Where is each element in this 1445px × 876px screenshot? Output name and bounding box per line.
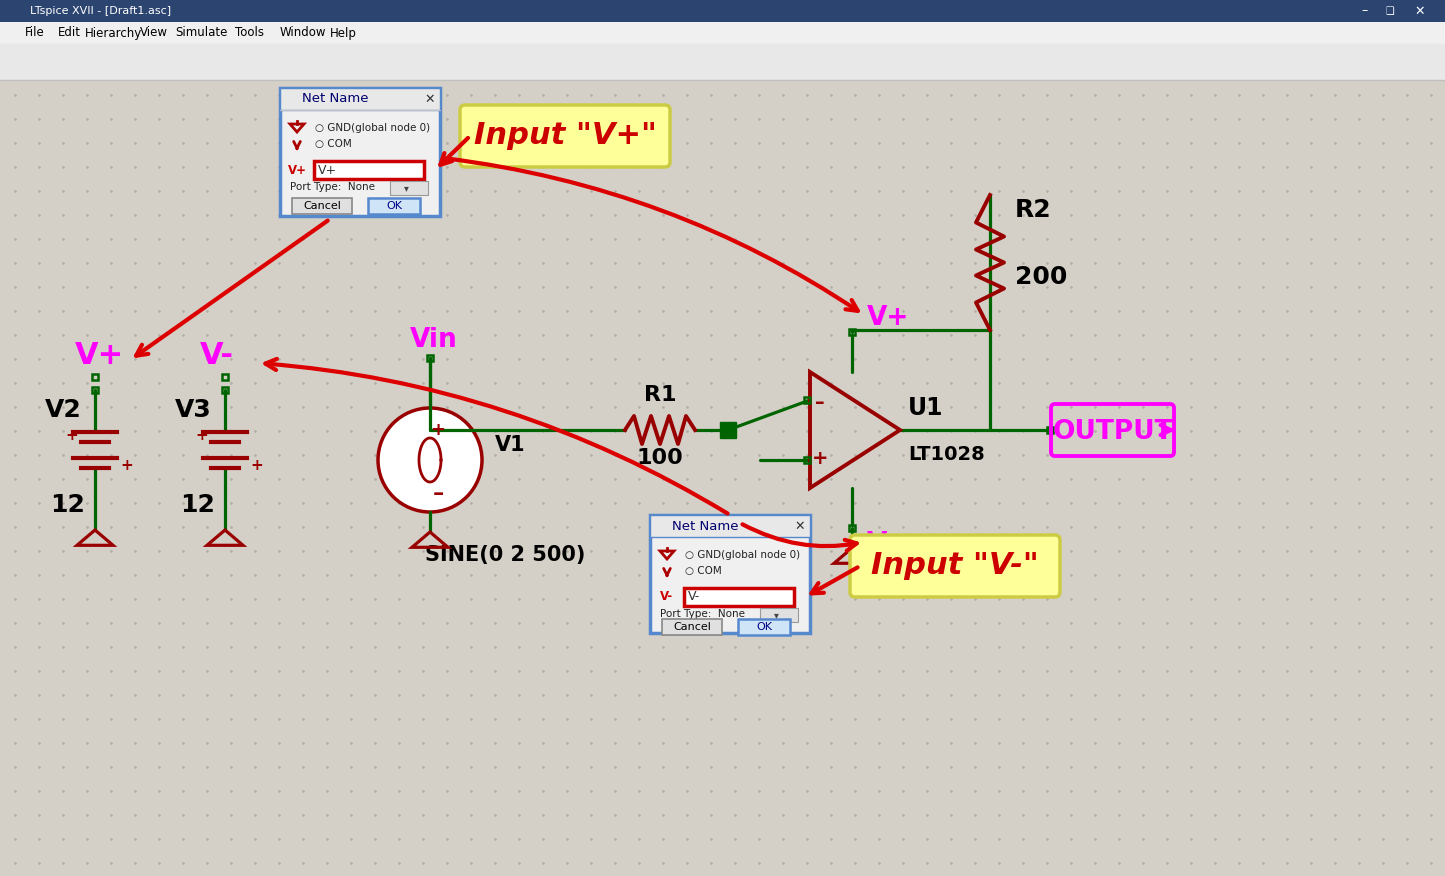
Text: Port Type:  None: Port Type: None: [660, 609, 746, 619]
Bar: [662, 619, 722, 635]
Bar: [428, 355, 434, 361]
FancyBboxPatch shape: [460, 105, 670, 167]
Bar: [683, 588, 793, 606]
Bar: [280, 88, 439, 110]
Bar: [0, 0, 1445, 22]
Bar: [738, 619, 790, 635]
Text: ✕: ✕: [425, 93, 435, 105]
Text: ○ GND(global node 0): ○ GND(global node 0): [685, 550, 801, 560]
Text: V+: V+: [75, 341, 124, 370]
Text: V-: V-: [199, 341, 234, 370]
Text: Help: Help: [329, 26, 357, 39]
Text: LT1028: LT1028: [907, 446, 984, 464]
Text: 12: 12: [51, 493, 85, 517]
Text: Cancel: Cancel: [303, 201, 341, 211]
Text: V+: V+: [318, 164, 337, 176]
Text: ○ GND(global node 0): ○ GND(global node 0): [315, 123, 431, 133]
Text: Cancel: Cancel: [673, 622, 711, 632]
Text: V+: V+: [867, 305, 909, 331]
Text: ✕: ✕: [795, 519, 805, 533]
Bar: [0, 22, 1445, 44]
Bar: [1048, 427, 1053, 433]
Text: U1: U1: [907, 396, 944, 420]
Text: +: +: [120, 457, 133, 472]
Text: ▾: ▾: [403, 183, 409, 193]
Text: OK: OK: [756, 622, 772, 632]
Bar: [650, 515, 811, 537]
Bar: [650, 515, 811, 633]
Bar: [850, 525, 855, 531]
Text: V-: V-: [660, 590, 673, 604]
Text: Edit: Edit: [58, 26, 81, 39]
Text: Input "V+": Input "V+": [474, 122, 656, 151]
Bar: [223, 387, 228, 393]
Text: Net Name: Net Name: [302, 93, 368, 105]
Bar: [292, 198, 353, 214]
Bar: [850, 329, 855, 335]
Bar: [803, 457, 811, 463]
Text: +: +: [812, 449, 828, 468]
Text: ❑: ❑: [1386, 6, 1394, 16]
FancyBboxPatch shape: [850, 535, 1061, 597]
Text: Window: Window: [280, 26, 327, 39]
Bar: [368, 198, 420, 214]
Text: 100: 100: [637, 448, 683, 468]
Text: R2: R2: [1014, 198, 1052, 222]
Text: –: –: [432, 484, 444, 504]
Text: Vin: Vin: [410, 327, 458, 353]
Text: +: +: [65, 427, 78, 442]
Text: LTspice XVII - [Draft1.asc]: LTspice XVII - [Draft1.asc]: [30, 6, 171, 16]
Bar: [390, 181, 428, 195]
Text: V+: V+: [288, 164, 306, 176]
Bar: [280, 88, 439, 216]
Text: R1: R1: [644, 385, 676, 405]
Text: +: +: [195, 427, 208, 442]
Text: OUTPUT: OUTPUT: [1053, 419, 1173, 445]
Text: SINE(0 2 500): SINE(0 2 500): [425, 545, 585, 565]
Text: ▾: ▾: [773, 610, 779, 620]
Text: +: +: [250, 457, 263, 472]
Text: ○ COM: ○ COM: [685, 566, 721, 576]
Text: V-: V-: [688, 590, 701, 604]
Text: Input "V-": Input "V-": [871, 552, 1039, 581]
Text: ✕: ✕: [1415, 4, 1425, 18]
Bar: [314, 161, 423, 179]
Bar: [92, 387, 98, 393]
Text: V3: V3: [175, 398, 212, 422]
Text: +: +: [431, 421, 445, 439]
Text: Tools: Tools: [236, 26, 264, 39]
Text: –: –: [815, 392, 825, 412]
Text: V2: V2: [45, 398, 82, 422]
Text: Simulate: Simulate: [175, 26, 227, 39]
Text: Port Type:  None: Port Type: None: [290, 182, 376, 192]
Text: 200: 200: [1014, 265, 1068, 289]
Text: ○ COM: ○ COM: [315, 139, 351, 149]
Bar: [92, 374, 98, 380]
Text: File: File: [25, 26, 45, 39]
Text: View: View: [140, 26, 168, 39]
Text: V1: V1: [496, 435, 526, 455]
Circle shape: [379, 408, 483, 512]
Bar: [223, 374, 228, 380]
Text: Hierarchy: Hierarchy: [85, 26, 142, 39]
Bar: [0, 44, 1445, 80]
Bar: [803, 397, 811, 403]
Text: Net Name: Net Name: [672, 519, 738, 533]
Text: OK: OK: [386, 201, 402, 211]
Text: –: –: [1361, 4, 1368, 18]
Text: 12: 12: [181, 493, 215, 517]
Bar: [760, 608, 798, 622]
Text: V-: V-: [867, 531, 896, 557]
